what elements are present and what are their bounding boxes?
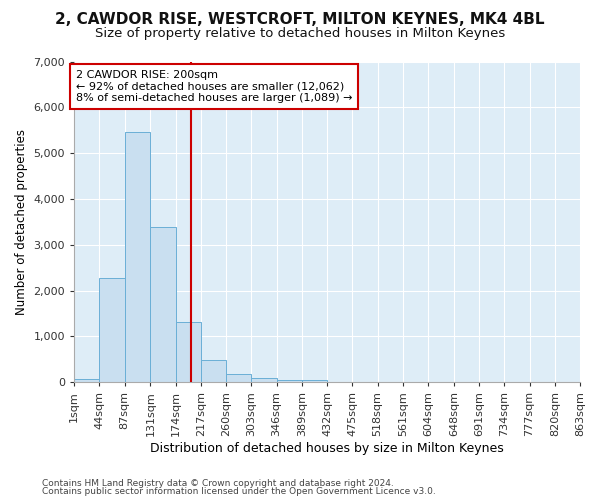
Text: Contains public sector information licensed under the Open Government Licence v3: Contains public sector information licen… — [42, 487, 436, 496]
Bar — [201, 360, 226, 382]
Text: 2 CAWDOR RISE: 200sqm
← 92% of detached houses are smaller (12,062)
8% of semi-d: 2 CAWDOR RISE: 200sqm ← 92% of detached … — [76, 70, 352, 103]
Text: Contains HM Land Registry data © Crown copyright and database right 2024.: Contains HM Land Registry data © Crown c… — [42, 478, 394, 488]
Bar — [176, 322, 201, 382]
Y-axis label: Number of detached properties: Number of detached properties — [15, 129, 28, 315]
Bar — [151, 228, 176, 382]
Bar — [302, 380, 327, 382]
Text: 2, CAWDOR RISE, WESTCROFT, MILTON KEYNES, MK4 4BL: 2, CAWDOR RISE, WESTCROFT, MILTON KEYNES… — [55, 12, 545, 28]
Bar — [226, 374, 251, 382]
Bar — [100, 278, 125, 382]
Bar — [125, 132, 151, 382]
X-axis label: Distribution of detached houses by size in Milton Keynes: Distribution of detached houses by size … — [150, 442, 504, 455]
Bar — [277, 380, 302, 382]
Bar — [251, 378, 277, 382]
Bar — [74, 379, 100, 382]
Text: Size of property relative to detached houses in Milton Keynes: Size of property relative to detached ho… — [95, 28, 505, 40]
